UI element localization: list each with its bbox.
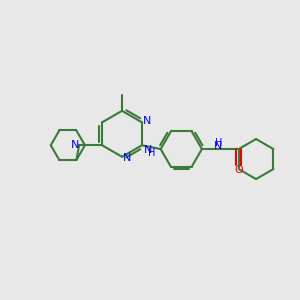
- Text: N: N: [71, 140, 79, 150]
- Text: N: N: [123, 153, 131, 163]
- Text: N: N: [142, 116, 151, 126]
- Text: H: H: [215, 138, 222, 148]
- Text: H: H: [148, 148, 155, 158]
- Text: O: O: [234, 165, 243, 175]
- Text: N: N: [144, 145, 152, 155]
- Text: N: N: [214, 141, 223, 152]
